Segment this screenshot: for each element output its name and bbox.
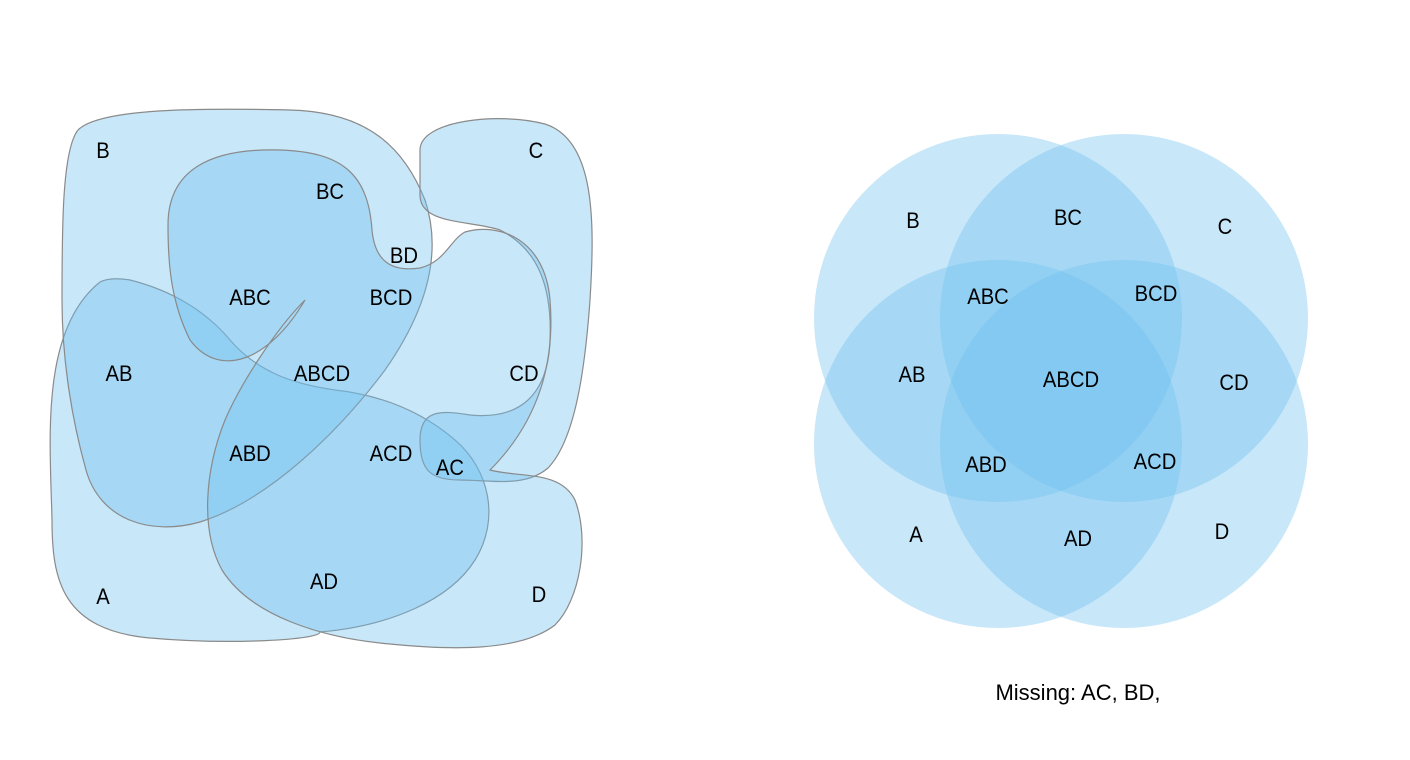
left-label-bcd: BCD [370, 286, 413, 310]
right-label-c: C [1218, 215, 1233, 239]
left-label-cd: CD [509, 362, 538, 386]
right-set-d-circle [940, 260, 1308, 628]
left-set-a-shape [49, 278, 490, 642]
left-label-d: D [532, 583, 547, 607]
left-label-bc: BC [316, 180, 344, 204]
left-set-d-shape [167, 149, 583, 649]
left-label-ab: AB [106, 362, 133, 386]
missing-regions-caption: Missing: AC, BD, [995, 680, 1160, 705]
left-label-b: B [96, 139, 109, 163]
left-label-c: C [529, 139, 544, 163]
left-label-acd: ACD [370, 442, 413, 466]
right-set-b-circle [814, 134, 1182, 502]
left-venn-diagram: B C BC BD ABC BCD AB ABCD CD ABD ACD AC … [49, 108, 593, 649]
left-set-c-shape [419, 118, 593, 483]
right-label-d: D [1215, 520, 1230, 544]
right-label-bcd: BCD [1135, 282, 1178, 306]
right-label-ab: AB [899, 363, 926, 387]
right-label-bc: BC [1054, 206, 1082, 230]
right-label-abd: ABD [965, 453, 1007, 477]
right-label-cd: CD [1219, 371, 1248, 395]
left-label-abd: ABD [229, 442, 271, 466]
right-label-abcd: ABCD [1043, 368, 1099, 392]
right-label-ad: AD [1064, 527, 1092, 551]
right-label-acd: ACD [1134, 450, 1177, 474]
left-label-ad: AD [310, 570, 338, 594]
right-set-a-circle [814, 260, 1182, 628]
right-label-b: B [906, 209, 919, 233]
right-set-c-circle [940, 134, 1308, 502]
left-set-b-shape [61, 108, 433, 528]
right-venn-diagram: B BC C ABC BCD AB ABCD CD ABD ACD A AD D… [814, 134, 1308, 705]
left-label-ac: AC [436, 456, 464, 480]
left-label-bd: BD [390, 244, 418, 268]
right-label-abc: ABC [967, 285, 1009, 309]
left-label-abc: ABC [229, 286, 271, 310]
left-label-abcd: ABCD [294, 362, 350, 386]
left-label-a: A [96, 585, 110, 609]
right-label-a: A [909, 523, 923, 547]
